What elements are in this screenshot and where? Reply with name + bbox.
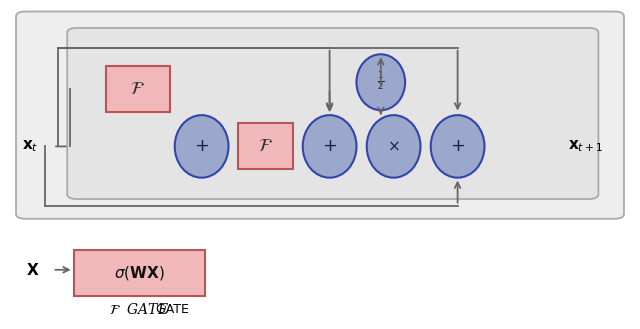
Ellipse shape	[303, 115, 356, 178]
Text: +: +	[322, 138, 337, 155]
Text: +: +	[450, 138, 465, 155]
Text: +: +	[194, 138, 209, 155]
Text: $\mathbf{x}_t$: $\mathbf{x}_t$	[22, 139, 39, 154]
Ellipse shape	[356, 54, 405, 110]
Text: $\mathbf{x}_{t+1}$: $\mathbf{x}_{t+1}$	[568, 139, 603, 154]
Text: $\mathcal{F}$: $\mathcal{F}$	[258, 138, 273, 155]
Text: $\mathbf{X}$: $\mathbf{X}$	[26, 262, 39, 278]
Text: $\frac{1}{2}$: $\frac{1}{2}$	[377, 70, 385, 91]
Ellipse shape	[175, 115, 228, 178]
FancyBboxPatch shape	[74, 250, 205, 296]
FancyBboxPatch shape	[16, 12, 624, 219]
Text: $\mathcal{F}$: $\mathcal{F}$	[130, 80, 145, 98]
FancyBboxPatch shape	[67, 28, 598, 199]
FancyBboxPatch shape	[106, 66, 170, 112]
FancyBboxPatch shape	[239, 123, 293, 169]
Text: $\mathcal{F}$  GATE: $\mathcal{F}$ GATE	[109, 302, 170, 317]
Text: GATE: GATE	[152, 303, 189, 316]
Ellipse shape	[367, 115, 420, 178]
Ellipse shape	[431, 115, 484, 178]
Text: $\times$: $\times$	[387, 139, 400, 154]
Text: $\sigma(\mathbf{WX})$: $\sigma(\mathbf{WX})$	[114, 264, 164, 282]
